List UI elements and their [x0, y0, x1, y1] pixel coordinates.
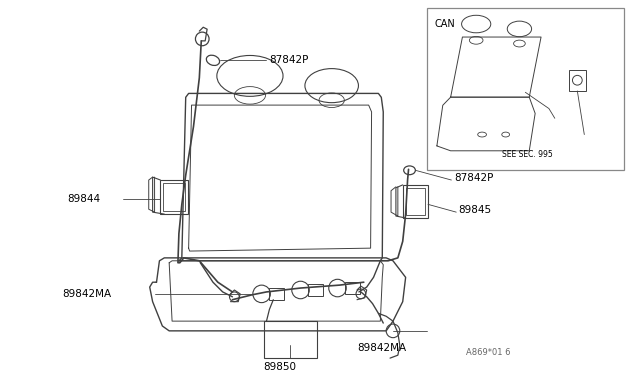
- Bar: [308, 284, 323, 296]
- Text: 87842P: 87842P: [269, 55, 308, 65]
- Text: SEE SEC. 995: SEE SEC. 995: [502, 150, 552, 158]
- Bar: [403, 185, 428, 218]
- Text: 89844: 89844: [67, 195, 100, 205]
- Bar: [264, 321, 317, 358]
- Text: A869*01 6: A869*01 6: [466, 348, 511, 357]
- Text: CAN: CAN: [435, 19, 456, 29]
- Bar: [163, 183, 185, 211]
- Bar: [161, 180, 188, 214]
- Bar: [269, 288, 284, 300]
- Text: 89850: 89850: [264, 362, 296, 372]
- Text: 87842P: 87842P: [454, 173, 493, 183]
- Bar: [427, 8, 623, 170]
- Text: 89842MA: 89842MA: [357, 343, 406, 353]
- Bar: [406, 188, 425, 215]
- Text: 89845: 89845: [458, 205, 492, 215]
- Bar: [346, 282, 360, 294]
- Bar: [568, 70, 586, 91]
- Text: 89842MA: 89842MA: [62, 289, 111, 299]
